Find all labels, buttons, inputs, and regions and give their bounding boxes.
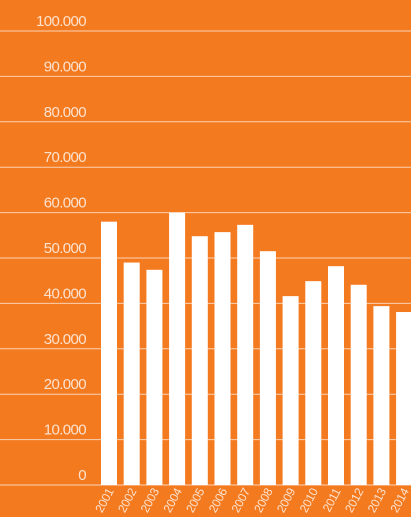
bar bbox=[123, 262, 140, 485]
y-tick-label: 50.000 bbox=[44, 240, 87, 257]
y-tick-label: 20.000 bbox=[44, 376, 87, 393]
y-tick-label: 100.000 bbox=[36, 13, 86, 30]
bar bbox=[214, 232, 231, 485]
bar bbox=[350, 284, 367, 485]
bar bbox=[237, 224, 254, 485]
y-tick-label: 70.000 bbox=[44, 149, 87, 166]
y-tick-label: 0 bbox=[78, 467, 86, 484]
y-tick-label: 10.000 bbox=[44, 422, 87, 439]
bar bbox=[101, 221, 117, 485]
y-tick-label: 80.000 bbox=[44, 104, 87, 121]
bar bbox=[259, 251, 276, 485]
bar bbox=[191, 236, 208, 485]
y-tick-label: 90.000 bbox=[44, 58, 87, 75]
bar bbox=[169, 212, 186, 485]
y-tick-label: 60.000 bbox=[44, 195, 87, 212]
y-tick-label: 30.000 bbox=[44, 331, 87, 348]
bar bbox=[373, 306, 390, 485]
bar bbox=[146, 269, 163, 485]
bar bbox=[305, 281, 322, 485]
bar bbox=[396, 312, 411, 485]
bar bbox=[328, 266, 344, 485]
y-tick-label: 40.000 bbox=[44, 285, 87, 302]
bar bbox=[282, 296, 299, 485]
